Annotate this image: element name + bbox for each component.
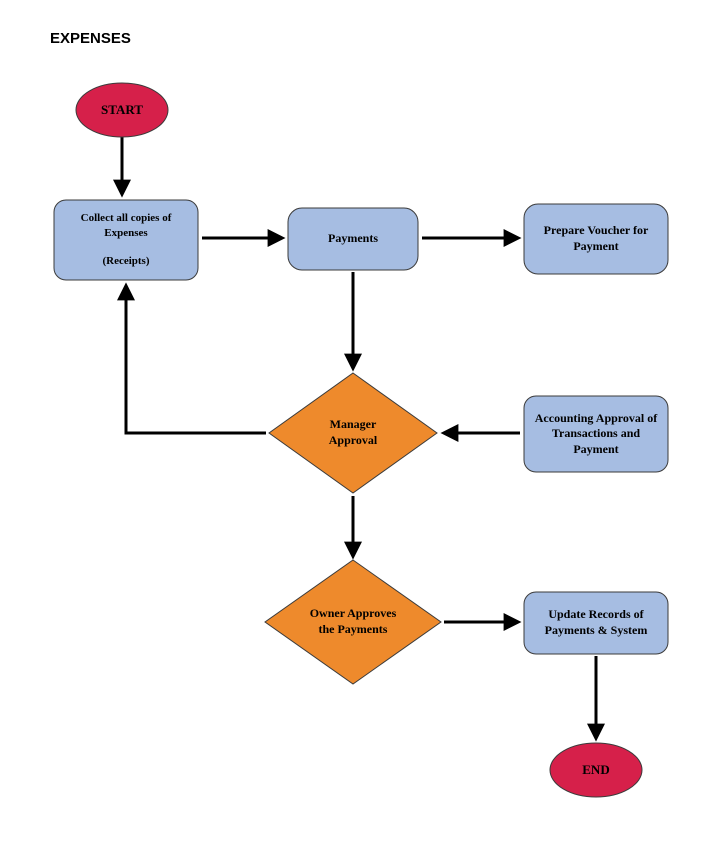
flowchart-canvas: EXPENSES STARTCollect all copies of Expe…	[0, 0, 706, 864]
node-label-voucher: Prepare Voucher for Payment	[524, 204, 668, 274]
node-label-owner: Owner Approves the Payments	[300, 576, 406, 669]
node-label-update: Update Records of Payments & System	[524, 592, 668, 654]
node-label-mgr: Manager Approval	[303, 388, 404, 478]
node-label-start: START	[76, 83, 168, 137]
node-label-payments: Payments	[288, 208, 418, 270]
node-label-collect: Collect all copies of Expenses (Receipts…	[54, 200, 198, 280]
edge-e-mgr-back	[126, 286, 266, 433]
node-label-end: END	[550, 743, 642, 797]
node-label-acct: Accounting Approval of Transactions and …	[524, 396, 668, 472]
